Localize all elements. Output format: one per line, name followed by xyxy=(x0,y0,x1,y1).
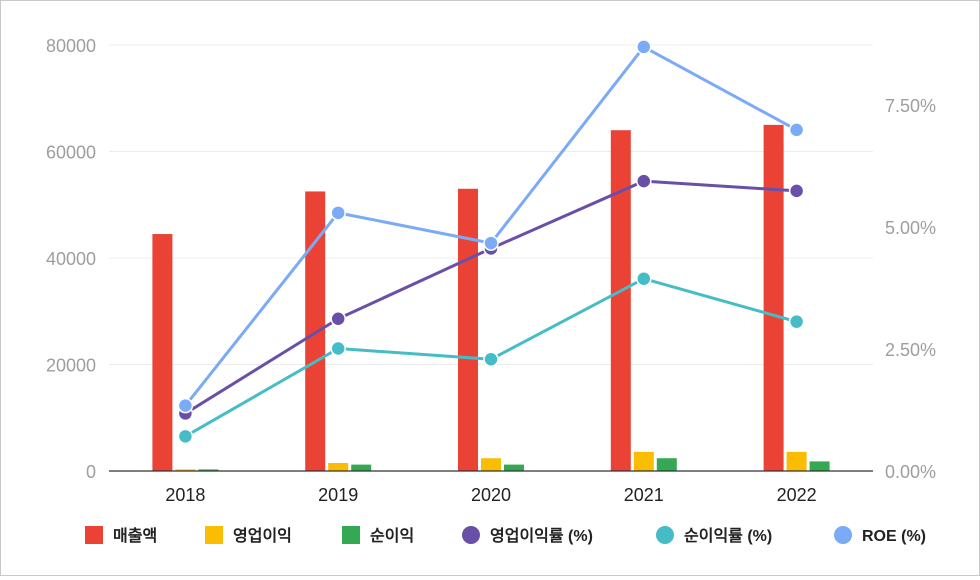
data-point xyxy=(636,173,652,189)
bar xyxy=(763,124,784,471)
data-point xyxy=(788,313,805,330)
grid-lines xyxy=(109,44,873,365)
data-point xyxy=(177,428,194,445)
legend-label: 영업이익률 (%) xyxy=(490,526,593,545)
legend-swatch xyxy=(656,526,674,544)
y-axis-tick-label: 80000 xyxy=(46,36,96,56)
legend: 매출액 영업이익 순이익 영업이익률 (%) 순이익률 (%) ROE (%) xyxy=(85,526,926,545)
bar xyxy=(305,191,326,471)
x-axis-tick-label: 2020 xyxy=(471,485,511,505)
bar xyxy=(809,461,830,471)
bar xyxy=(504,464,524,471)
legend-label: 영업이익 xyxy=(233,526,292,545)
x-axis-tick-label: 2022 xyxy=(777,485,817,505)
bar xyxy=(175,469,196,471)
data-point xyxy=(483,351,499,367)
legend-label: 순이익 xyxy=(370,526,414,545)
y-axis-tick-label: 20000 xyxy=(46,356,96,376)
y-axis-tick-label: 0 xyxy=(86,462,96,482)
bar xyxy=(610,130,631,471)
data-point xyxy=(330,205,346,221)
bar-series xyxy=(152,124,830,471)
legend-swatch xyxy=(205,526,223,544)
y2-axis-tick-label: 2.50% xyxy=(885,340,936,360)
data-point xyxy=(177,397,194,414)
bar xyxy=(328,463,349,471)
bar xyxy=(458,188,478,471)
bar xyxy=(786,451,807,471)
data-point xyxy=(788,183,805,199)
bar xyxy=(481,458,501,471)
line-series xyxy=(177,39,805,445)
data-point xyxy=(330,340,346,357)
legend-label: ROE (%) xyxy=(862,528,926,545)
y-axis-tick-label: 60000 xyxy=(46,143,96,163)
x-axis-tick-label: 2018 xyxy=(165,485,205,505)
y2-axis-tick-label: 7.50% xyxy=(885,96,936,116)
y-axis-tick-label: 40000 xyxy=(46,249,96,269)
data-point xyxy=(483,235,499,251)
x-axis-tick-label: 2019 xyxy=(318,485,358,505)
legend-swatch xyxy=(834,526,852,544)
legend-label: 순이익률 (%) xyxy=(684,526,772,545)
bar xyxy=(152,234,173,471)
bar xyxy=(633,451,654,471)
x-axis-tick-label: 2021 xyxy=(624,485,664,505)
bar xyxy=(198,469,219,471)
legend-swatch xyxy=(462,526,480,544)
data-point xyxy=(788,122,805,138)
bar xyxy=(351,464,372,471)
data-point xyxy=(636,39,652,55)
axes: 0 20000 40000 60000 80000 0.00% 2.50% 5.00% 7.50… xyxy=(46,36,936,505)
legend-swatch xyxy=(85,526,103,544)
y2-axis-tick-label: 5.00% xyxy=(885,218,936,238)
bar xyxy=(656,458,677,471)
data-point xyxy=(330,310,346,327)
y2-axis-tick-label: 0.00% xyxy=(885,462,936,482)
legend-swatch xyxy=(342,526,360,544)
data-point xyxy=(636,270,652,287)
legend-label: 매출액 xyxy=(113,526,157,545)
